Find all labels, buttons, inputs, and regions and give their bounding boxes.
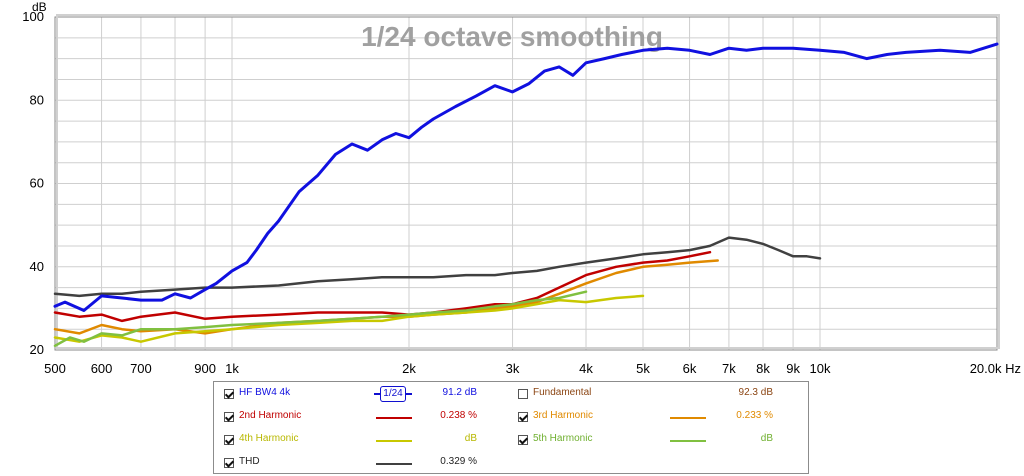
legend-swatch-2nd-harmonic xyxy=(376,417,412,419)
legend-row: HF BW4 4k 1/24 91.2 dB Fundamental 92.3 … xyxy=(214,384,808,404)
legend-value-2nd-harmonic: 0.238 % xyxy=(440,410,477,421)
third-harmonic-checkbox[interactable] xyxy=(518,412,528,422)
y-tick-label: 20 xyxy=(30,342,44,357)
plot-frame-shadow xyxy=(56,14,1000,349)
x-tick-label: 3k xyxy=(506,361,520,376)
legend-swatch-3rd-harmonic xyxy=(670,417,706,419)
legend-panel: HF BW4 4k 1/24 91.2 dB Fundamental 92.3 … xyxy=(213,381,809,474)
thd-checkbox[interactable] xyxy=(224,458,234,468)
legend-row: 4th Harmonic dB 5th Harmonic dB xyxy=(214,430,808,450)
y-tick-label: 80 xyxy=(30,92,44,107)
x-tick-label: 20.0k Hz xyxy=(970,361,1021,376)
legend-label-hf-bw4: HF BW4 4k xyxy=(239,387,291,398)
x-tick-label: 4k xyxy=(579,361,593,376)
x-tick-label: 9k xyxy=(786,361,800,376)
legend-swatch-thd xyxy=(376,463,412,465)
series-line-2nd-harmonic xyxy=(53,250,712,323)
legend-label-2nd-harmonic: 2nd Harmonic xyxy=(239,410,302,421)
x-tick-label: 6k xyxy=(683,361,697,376)
legend-label-fundamental: Fundamental xyxy=(533,387,592,398)
y-tick-label: 100 xyxy=(22,9,44,24)
series-group xyxy=(53,42,999,348)
frequency-response-chart: dB 1/24 octave smoothing 20 40 60 80 100 500… xyxy=(22,0,1021,376)
chart-title: 1/24 octave smoothing xyxy=(361,21,663,52)
x-tick-label: 700 xyxy=(130,361,152,376)
legend-value-5th-harmonic: dB xyxy=(760,433,773,444)
legend-value-4th-harmonic: dB xyxy=(464,433,477,444)
legend-value-fundamental: 92.3 dB xyxy=(738,387,773,398)
legend-label-thd: THD xyxy=(239,456,260,467)
legend-swatch-4th-harmonic xyxy=(376,440,412,442)
smoothing-selector[interactable]: 1/24 xyxy=(374,386,412,402)
y-tick-label: 60 xyxy=(30,176,44,191)
x-axis-ticks: 500 600 700 900 1k 2k 3k 4k 5k 6k 7k 8k 9k 10k 20.0k H… xyxy=(44,361,1021,376)
fourth-harmonic-checkbox[interactable] xyxy=(224,435,234,445)
grid xyxy=(54,16,998,351)
legend-label-4th-harmonic: 4th Harmonic xyxy=(239,433,299,444)
legend-label-3rd-harmonic: 3rd Harmonic xyxy=(533,410,594,421)
x-tick-label: 1k xyxy=(225,361,239,376)
fundamental-checkbox[interactable] xyxy=(518,389,528,399)
series-line-hf-bw4-4k xyxy=(53,42,999,312)
legend-row: THD 0.329 % xyxy=(214,453,808,473)
x-tick-label: 900 xyxy=(194,361,216,376)
x-tick-label: 8k xyxy=(756,361,770,376)
fifth-harmonic-checkbox[interactable] xyxy=(518,435,528,445)
series-line-5th-harmonic xyxy=(53,290,588,348)
x-tick-label: 5k xyxy=(636,361,650,376)
smoothing-value: 1/24 xyxy=(380,386,406,402)
series-line-thd xyxy=(53,236,822,298)
hf-bw4-checkbox[interactable] xyxy=(224,389,234,399)
y-axis-ticks: 20 40 60 80 100 xyxy=(22,9,44,357)
y-axis-unit-label: dB xyxy=(32,0,47,14)
y-tick-label: 40 xyxy=(30,259,44,274)
series-line-4th-harmonic xyxy=(53,294,645,343)
legend-value-thd: 0.329 % xyxy=(440,456,477,467)
x-tick-label: 600 xyxy=(91,361,113,376)
plot-frame xyxy=(54,16,998,351)
x-tick-label: 10k xyxy=(810,361,831,376)
legend-label-5th-harmonic: 5th Harmonic xyxy=(533,433,593,444)
legend-row: 2nd Harmonic 0.238 % 3rd Harmonic 0.233 … xyxy=(214,407,808,427)
x-tick-label: 500 xyxy=(44,361,66,376)
legend-swatch-5th-harmonic xyxy=(670,440,706,442)
x-tick-label: 2k xyxy=(402,361,416,376)
legend-value-3rd-harmonic: 0.233 % xyxy=(736,410,773,421)
second-harmonic-checkbox[interactable] xyxy=(224,412,234,422)
x-tick-label: 7k xyxy=(722,361,736,376)
legend-value-hf-bw4: 91.2 dB xyxy=(442,387,477,398)
